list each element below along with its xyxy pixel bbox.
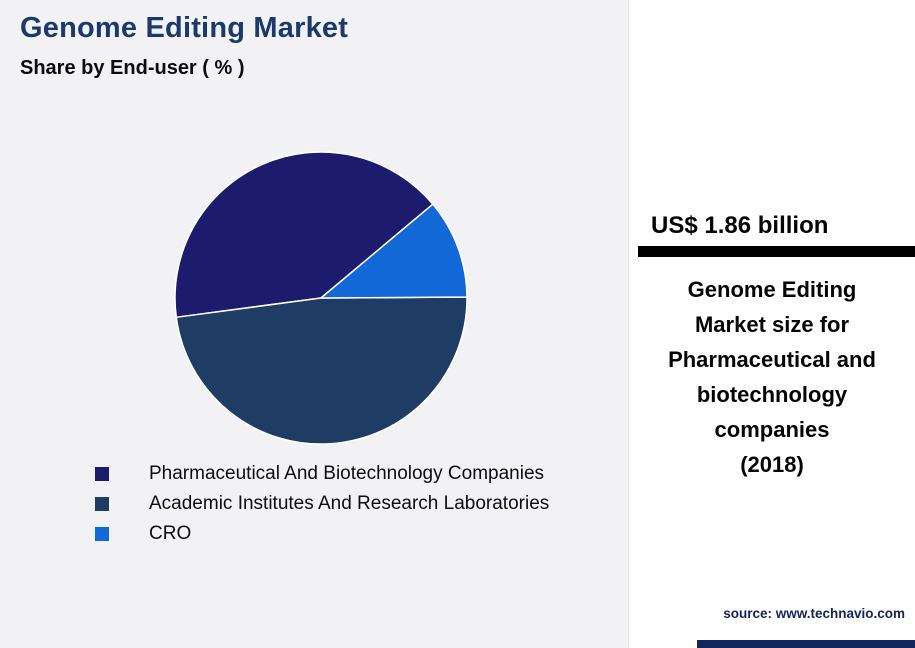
stat-panel: US$ 1.86 billion Genome Editing Market s… xyxy=(628,0,915,648)
legend-label-cro: CRO xyxy=(149,523,192,544)
legend-swatch-academic xyxy=(95,497,109,511)
legend-label-academic: Academic Institutes And Research Laborat… xyxy=(149,493,550,514)
legend-item: CRO xyxy=(95,519,549,549)
footer-accent-bar xyxy=(697,640,915,648)
legend-item: Pharmaceutical And Biotechnology Compani… xyxy=(95,459,549,489)
stat-value: US$ 1.86 billion xyxy=(651,212,829,239)
legend-swatch-pharma xyxy=(95,467,109,481)
divider-bar xyxy=(638,246,915,257)
legend-item: Academic Institutes And Research Laborat… xyxy=(95,489,549,519)
stat-year: (2018) xyxy=(740,452,804,477)
legend-swatch-cro xyxy=(95,527,109,541)
legend-label-pharma: Pharmaceutical And Biotechnology Compani… xyxy=(149,463,545,484)
pie-svg xyxy=(174,151,468,445)
pie-chart xyxy=(173,150,469,446)
stat-description-block: Genome Editing Market size for Pharmaceu… xyxy=(629,272,915,482)
legend: Pharmaceutical And Biotechnology Compani… xyxy=(95,459,549,549)
pie-slice-2 xyxy=(320,203,468,299)
page-subtitle: Share by End-user ( % ) xyxy=(20,57,245,79)
stat-description: Genome Editing Market size for Pharmaceu… xyxy=(668,277,876,442)
pie-slice-1 xyxy=(175,296,468,445)
page-title: Genome Editing Market xyxy=(20,12,349,44)
source-text: source: www.technavio.com xyxy=(723,606,905,621)
pie-slice-0 xyxy=(174,151,434,319)
